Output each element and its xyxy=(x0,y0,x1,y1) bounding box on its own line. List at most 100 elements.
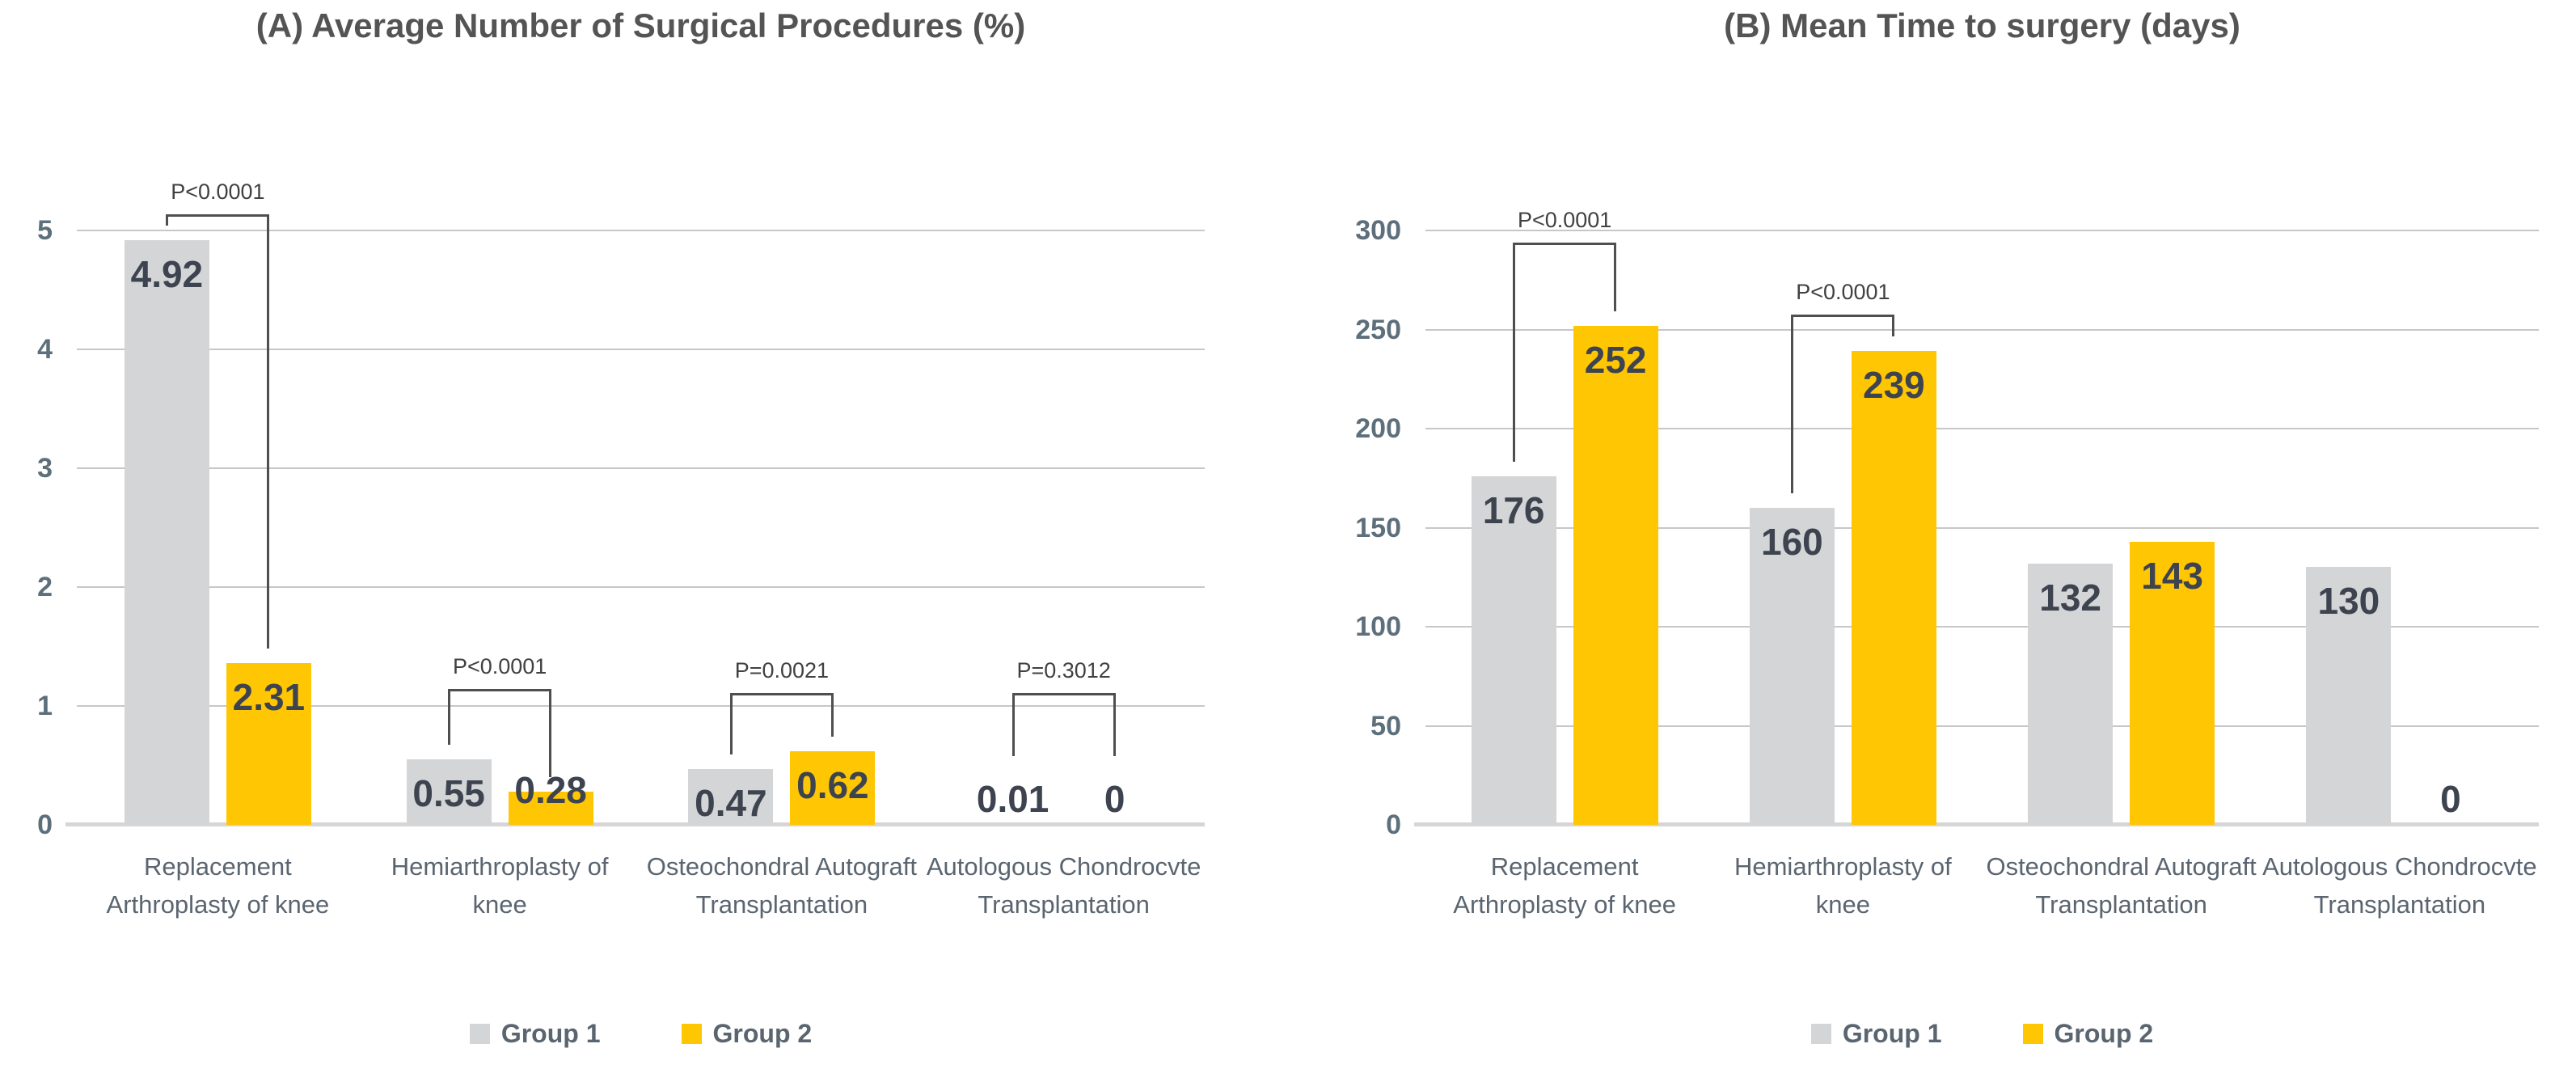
bar-value-label: 130 xyxy=(2317,580,2380,622)
bar-group2 xyxy=(508,792,593,825)
p-value-label: P<0.0001 xyxy=(171,180,265,204)
y-axis-tick-label: 200 xyxy=(1355,413,1401,444)
p-value-label: P<0.0001 xyxy=(1796,280,1890,304)
legend-swatch-group1 xyxy=(1810,1023,1831,1044)
bar-group2 xyxy=(226,663,311,825)
p-value-bracket xyxy=(1892,315,1895,336)
p-value-bracket xyxy=(1011,693,1015,756)
gridline xyxy=(77,230,1205,231)
gridline xyxy=(1425,428,2539,429)
gridline xyxy=(77,705,1205,707)
bar-group1 xyxy=(2028,564,2114,825)
bar-value-label: 160 xyxy=(1761,521,1823,563)
chart-title-b: (B) Mean Time to surgery (days) xyxy=(1724,6,2240,44)
bar-value-label: 0.47 xyxy=(695,782,767,824)
bar-value-label: 176 xyxy=(1482,489,1545,531)
category-label: Osteochondral Autograft Transplantation xyxy=(646,852,918,919)
p-value-bracket xyxy=(1113,693,1116,756)
p-value-bracket xyxy=(166,214,169,226)
p-value-bracket xyxy=(267,214,270,649)
bar-value-label: 0.55 xyxy=(412,772,485,814)
p-value-bracket xyxy=(449,689,551,691)
bar-group2 xyxy=(790,751,876,825)
y-axis-tick-label: 100 xyxy=(1355,611,1401,642)
legend-swatch-group2 xyxy=(681,1023,702,1044)
p-value-bracket xyxy=(1791,315,1794,493)
gridline xyxy=(1425,230,2539,231)
category-label: Autologous Chondrocvte Transplantation xyxy=(2262,852,2537,919)
p-value-bracket xyxy=(167,214,269,217)
bar-value-label: 2.31 xyxy=(232,676,306,718)
bar-group1 xyxy=(1471,476,1556,825)
bar-group2 xyxy=(1851,351,1936,825)
bar-value-label: 143 xyxy=(2141,555,2203,597)
legend-label-group1: Group 1 xyxy=(500,1018,601,1048)
plot-area-a: 1 2 3 4 5 0 4.92 2.31 Replacement Arthroplasty o… xyxy=(37,180,1205,919)
gridline xyxy=(77,467,1205,469)
category-label: Autologous Chondrocvte Transplantation xyxy=(926,852,1201,919)
bar-value-label: 0 xyxy=(2440,778,2461,820)
legend-a: Group 1 Group 2 xyxy=(77,1017,1205,1050)
bar-group1 xyxy=(124,240,209,825)
p-value-bracket xyxy=(448,689,451,745)
y-axis-tick-label: 300 xyxy=(1355,215,1401,246)
bar-group2 xyxy=(2130,542,2215,825)
bar-group1 xyxy=(2306,567,2392,825)
p-value-bracket xyxy=(729,693,733,754)
p-value-bracket xyxy=(1513,243,1516,462)
y-axis-tick-label: 1 xyxy=(37,691,53,721)
p-value-label: P=0.0021 xyxy=(734,658,830,683)
gridline xyxy=(1425,725,2539,727)
bar-value-label: 239 xyxy=(1863,364,1925,406)
legend-b: Group 1 Group 2 xyxy=(1425,1017,2539,1050)
gridline xyxy=(1425,626,2539,628)
y-axis-tick-label: 150 xyxy=(1355,512,1401,543)
legend-item: Group 2 xyxy=(2022,1019,2153,1049)
y-axis-tick-label: 2 xyxy=(37,572,53,602)
p-value-bracket xyxy=(730,693,833,695)
p-value-label: P<0.0001 xyxy=(1517,208,1612,232)
legend-swatch-group1 xyxy=(469,1023,490,1044)
category-label: Hemiarthroplasty of knee xyxy=(1734,852,1952,919)
legend-item: Group 1 xyxy=(1810,1018,1942,1049)
y-axis-tick-label: 50 xyxy=(1370,710,1401,742)
bar-value-label: 0.62 xyxy=(796,764,869,806)
y-axis-tick-label: 3 xyxy=(37,453,53,484)
p-value-bracket xyxy=(1012,693,1115,695)
bar-value-label: 4.92 xyxy=(130,253,204,295)
legend-swatch-group2 xyxy=(2022,1023,2043,1044)
p-value-bracket xyxy=(549,689,552,777)
p-value-bracket xyxy=(1792,315,1894,317)
category-label: Replacement Arthroplasty of knee xyxy=(1453,852,1676,919)
p-value-label: P<0.0001 xyxy=(452,654,547,678)
p-value-bracket xyxy=(1614,243,1617,311)
y-axis-tick-label: 4 xyxy=(37,334,53,365)
gridline xyxy=(77,586,1205,588)
bar-group1 xyxy=(688,769,774,825)
chart-title-a: (A) Average Number of Surgical Procedure… xyxy=(255,6,1026,44)
x-axis-baseline xyxy=(1414,822,2539,826)
bar-value-label: 132 xyxy=(2039,577,2101,619)
category-label: Hemiarthroplasty of knee xyxy=(391,852,609,919)
bar-group1 xyxy=(406,759,492,825)
gridline xyxy=(77,349,1205,350)
p-value-bracket xyxy=(1514,243,1616,245)
category-label: Osteochondral Autograft Transplantation xyxy=(1986,852,2257,919)
gridline xyxy=(1425,328,2539,331)
chart-panel-a: (A) Average Number of Surgical Procedure… xyxy=(37,6,1205,1050)
bar-value-label: 0.28 xyxy=(514,769,587,811)
bar-value-label: 252 xyxy=(1584,339,1647,381)
legend-label-group1: Group 1 xyxy=(1842,1018,1942,1048)
p-value-bracket xyxy=(830,693,834,737)
legend-item: Group 1 xyxy=(469,1018,601,1049)
bar-value-label: 0 xyxy=(1104,778,1125,820)
bar-group2 xyxy=(1573,326,1658,825)
y-axis-tick-label: 5 xyxy=(37,215,53,246)
y-axis-tick-label: 250 xyxy=(1355,314,1401,345)
chart-panel-b: (B) Mean Time to surgery (days) 50 100 150… xyxy=(1288,0,2576,1065)
gridline xyxy=(1425,526,2539,529)
plot-area-b: 50 100 150 200 250 300 0 176 252 Replacement Arth… xyxy=(1355,208,2539,919)
p-value-label: P=0.3012 xyxy=(1016,658,1111,683)
legend-item: Group 2 xyxy=(681,1019,812,1049)
